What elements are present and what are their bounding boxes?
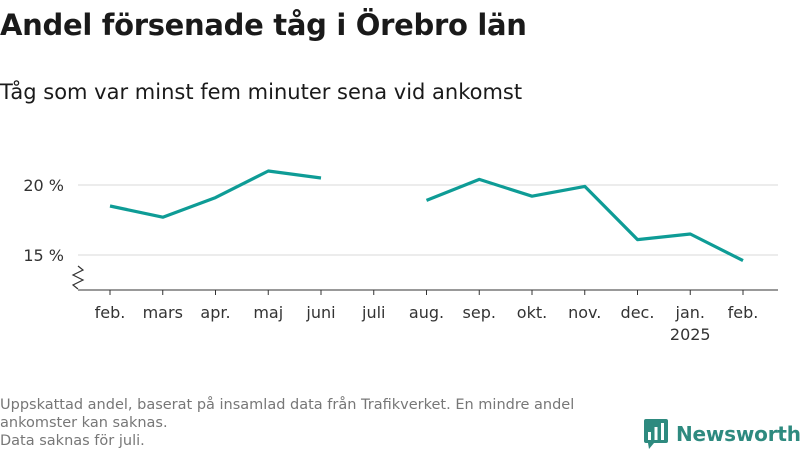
chart-title: Andel försenade tåg i Örebro län (0, 8, 527, 42)
x-tick-label: nov. (568, 303, 601, 322)
y-axis-break-icon (71, 265, 85, 290)
x-tick-label: jan. (675, 303, 705, 322)
series-line-segment (109, 169, 322, 219)
brand-logo: Newsworthy (644, 419, 800, 449)
newsworthy-logo-icon (644, 419, 668, 449)
chart-subtitle: Tåg som var minst fem minuter sena vid a… (0, 80, 523, 104)
x-tick-label: apr. (200, 303, 230, 322)
footnote: Uppskattad andel, baserat på insamlad da… (0, 396, 640, 450)
brand-name: Newsworthy (676, 422, 800, 446)
x-tick-label: juli (361, 303, 385, 322)
x-tick-label: feb. (728, 303, 759, 322)
series-line-segment (425, 177, 744, 263)
x-tick-label: juni (305, 303, 335, 322)
x-tick-label: feb. (95, 303, 126, 322)
x-tick-label: aug. (409, 303, 444, 322)
x-tick-sublabel: 2025 (670, 325, 711, 344)
x-tick-label: okt. (517, 303, 547, 322)
x-tick-label: mars (143, 303, 183, 322)
x-tick-label: dec. (621, 303, 655, 322)
x-tick-label: sep. (463, 303, 496, 322)
footnote-missing-data: Data saknas för juli. (0, 433, 145, 449)
x-tick-label: maj (253, 303, 283, 322)
y-tick-label: 20 % (23, 176, 64, 195)
y-tick-label: 15 % (23, 246, 64, 265)
footnote-source: Uppskattad andel, baserat på insamlad da… (0, 397, 575, 431)
